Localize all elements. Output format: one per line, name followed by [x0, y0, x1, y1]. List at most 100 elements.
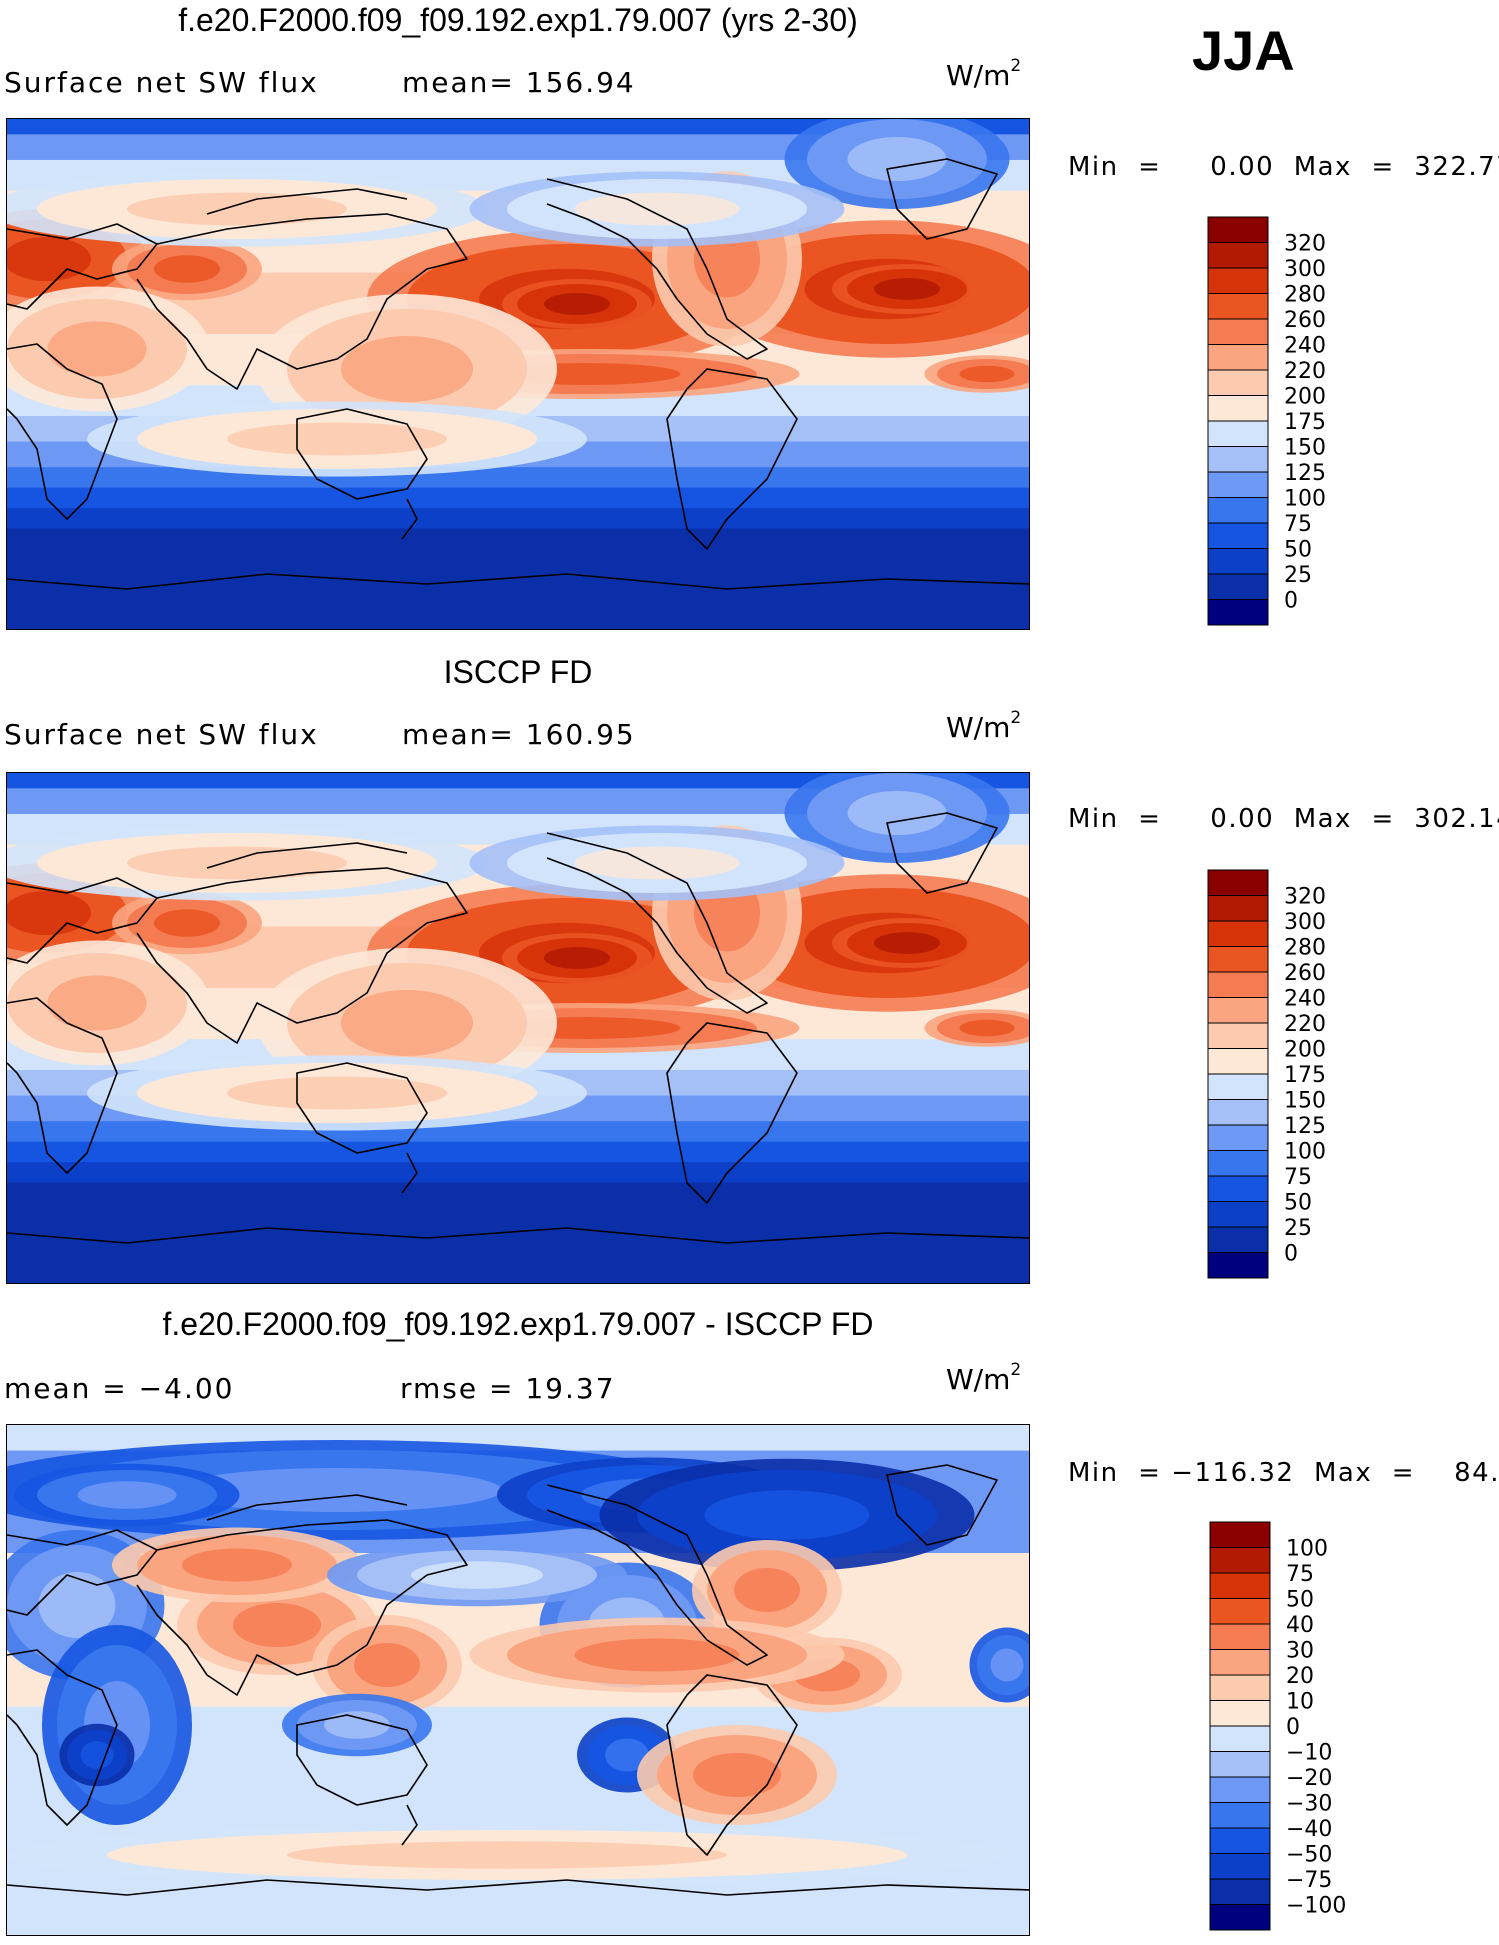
colorbar-tick-label: 10 — [1286, 1690, 1314, 1715]
colorbar-tick-label: −50 — [1286, 1843, 1332, 1868]
colorbar-box — [1207, 895, 1269, 922]
colorbar-tick-label: 100 — [1284, 487, 1326, 512]
panel-3-minmax: Min = −116.32 Max = 84.00 — [1068, 1458, 1499, 1488]
colorbar-tick-label: 50 — [1284, 538, 1312, 563]
panel-2-colorbar: 320 300 280 260 240 220 200 175 150 125 100 75 50 25 0 — [1207, 869, 1408, 1280]
colorbar-tick-label: 175 — [1284, 1063, 1326, 1088]
colorbar-box — [1209, 1751, 1271, 1778]
colorbar-box — [1207, 420, 1269, 447]
colorbar-box — [1209, 1649, 1271, 1676]
colorbar-box — [1209, 1674, 1271, 1701]
panel-1-variable: Surface net SW flux — [4, 66, 319, 99]
colorbar-tick-label: 220 — [1284, 359, 1326, 384]
colorbar-tick-label: 40 — [1286, 1613, 1314, 1638]
panel-3-units: W/m2 — [946, 1360, 1022, 1396]
colorbar-tick-label: −10 — [1286, 1741, 1332, 1766]
colorbar-tick-label: −100 — [1286, 1894, 1346, 1919]
colorbar-box — [1209, 1700, 1271, 1727]
panel-3-rmse: rmse = 19.37 — [400, 1372, 616, 1405]
colorbar-tick-label: 240 — [1284, 987, 1326, 1012]
colorbar-box — [1207, 1048, 1269, 1075]
colorbar-tick-label: 300 — [1284, 257, 1326, 282]
colorbar-tick-label: 0 — [1286, 1715, 1300, 1740]
colorbar-tick-label: 280 — [1284, 283, 1326, 308]
panel-1-title: f.e20.F2000.f09_f09.192.exp1.79.007 (yrs… — [178, 2, 858, 38]
colorbar-box — [1207, 1022, 1269, 1049]
colorbar-tick-label: 25 — [1284, 563, 1312, 588]
colorbar-tick-label: −75 — [1286, 1868, 1332, 1893]
colorbar-tick-label: 0 — [1284, 1242, 1298, 1267]
panel-2-variable: Surface net SW flux — [4, 718, 319, 751]
colorbar-tick-label: 100 — [1284, 1140, 1326, 1165]
panel-1-minmax: Min = 0.00 Max = 322.77 — [1068, 152, 1499, 182]
colorbar-box — [1207, 1252, 1269, 1279]
panel-3-mean: mean = −4.00 — [4, 1372, 235, 1405]
colorbar-box — [1207, 216, 1269, 243]
colorbar-tick-label: 0 — [1284, 589, 1298, 614]
panel-1-map — [6, 118, 1030, 630]
colorbar-tick-label: 240 — [1284, 334, 1326, 359]
colorbar-tick-label: 220 — [1284, 1012, 1326, 1037]
panel-1-colorbar: 320 300 280 260 240 220 200 175 150 125 100 75 50 25 0 — [1207, 216, 1408, 627]
colorbar-box — [1209, 1521, 1271, 1548]
colorbar-box — [1207, 1201, 1269, 1228]
colorbar-box — [1207, 369, 1269, 396]
colorbar-tick-label: 200 — [1284, 385, 1326, 410]
colorbar-tick-label: 75 — [1284, 512, 1312, 537]
colorbar-box — [1209, 1725, 1271, 1752]
colorbar-tick-label: 125 — [1284, 461, 1326, 486]
colorbar-box — [1207, 344, 1269, 371]
colorbar-tick-label: 30 — [1286, 1639, 1314, 1664]
colorbar-box — [1207, 1124, 1269, 1151]
colorbar-box — [1207, 946, 1269, 973]
colorbar-box — [1207, 522, 1269, 549]
colorbar-box — [1207, 497, 1269, 524]
colorbar-box — [1207, 1073, 1269, 1100]
panel-3-colorbar: 100 75 50 40 30 20 10 0 −10 −20 −30 −40 −50 −75 −100 — [1209, 1521, 1410, 1932]
panel-2-units: W/m2 — [946, 708, 1022, 744]
colorbar-tick-label: 75 — [1284, 1165, 1312, 1190]
colorbar-box — [1207, 293, 1269, 320]
panel-3-title: f.e20.F2000.f09_f09.192.exp1.79.007 - IS… — [162, 1306, 874, 1342]
colorbar-box — [1207, 1226, 1269, 1253]
colorbar-box — [1207, 395, 1269, 422]
panel-2-minmax: Min = 0.00 Max = 302.14 — [1068, 804, 1499, 834]
colorbar-tick-label: 100 — [1286, 1537, 1328, 1562]
panel-3-field — [7, 1425, 1029, 1935]
panel-1-field — [7, 119, 1029, 629]
colorbar-tick-label: −30 — [1286, 1792, 1332, 1817]
colorbar-box — [1209, 1802, 1271, 1829]
colorbar-tick-label: −20 — [1286, 1766, 1332, 1791]
colorbar-box — [1209, 1547, 1271, 1574]
colorbar-box — [1207, 997, 1269, 1024]
panel-2-mean: mean= 160.95 — [402, 718, 636, 751]
colorbar-tick-label: 150 — [1284, 436, 1326, 461]
colorbar-tick-label: −40 — [1286, 1817, 1332, 1842]
colorbar-tick-label: 50 — [1284, 1191, 1312, 1216]
panel-3-map — [6, 1424, 1030, 1936]
colorbar-box — [1207, 548, 1269, 575]
colorbar-box — [1207, 920, 1269, 947]
colorbar-box — [1207, 242, 1269, 269]
colorbar-tick-label: 200 — [1284, 1038, 1326, 1063]
panel-1-units: W/m2 — [946, 56, 1022, 92]
colorbar-box — [1209, 1572, 1271, 1599]
panel-2-title: ISCCP FD — [443, 654, 593, 690]
colorbar-tick-label: 150 — [1284, 1089, 1326, 1114]
colorbar-box — [1207, 1150, 1269, 1177]
colorbar-box — [1207, 971, 1269, 998]
panel-2-map — [6, 772, 1030, 1284]
colorbar-box — [1207, 267, 1269, 294]
colorbar-box — [1207, 573, 1269, 600]
colorbar-box — [1209, 1776, 1271, 1803]
colorbar-box — [1207, 318, 1269, 345]
colorbar-box — [1207, 1099, 1269, 1126]
colorbar-tick-label: 175 — [1284, 410, 1326, 435]
colorbar-box — [1207, 471, 1269, 498]
colorbar-box — [1207, 869, 1269, 896]
colorbar-box — [1209, 1827, 1271, 1854]
panel-2-field — [7, 773, 1029, 1283]
colorbar-tick-label: 50 — [1286, 1588, 1314, 1613]
colorbar-box — [1209, 1904, 1271, 1931]
colorbar-tick-label: 320 — [1284, 232, 1326, 257]
